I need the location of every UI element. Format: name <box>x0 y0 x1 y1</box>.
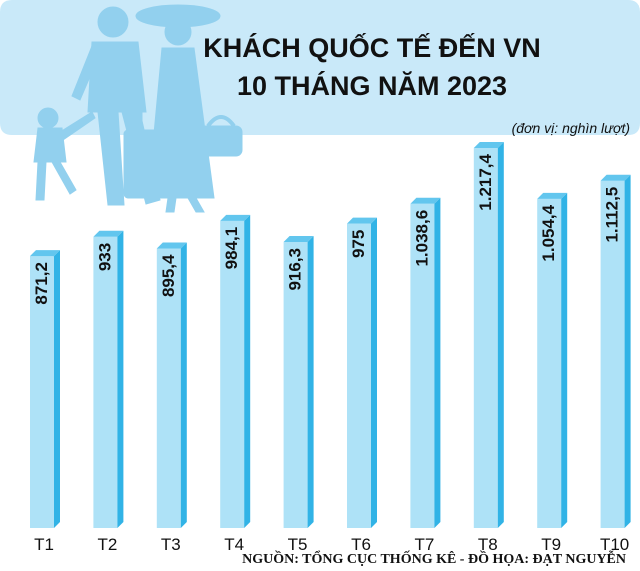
bar-side <box>117 230 124 528</box>
x-tick-label: T8 <box>478 535 498 554</box>
bar-front <box>600 180 625 529</box>
bar-front <box>283 241 308 529</box>
bar-T8: 1.217,4 <box>473 142 504 528</box>
bars-group: 871,2 933 895,4 984,1 916,3 975 1.038,6 1.217,4… <box>30 142 631 529</box>
woman-legs <box>165 197 205 213</box>
bar-value-label: 871,2 <box>32 262 51 305</box>
child-head <box>37 107 59 129</box>
bar-top <box>537 192 568 199</box>
x-tick-label: T3 <box>161 535 181 554</box>
bar-front <box>93 236 118 528</box>
unit-note: (đơn vị: nghìn lượt) <box>512 120 630 136</box>
bar-value-label: 933 <box>95 243 114 271</box>
x-tick-label: T9 <box>541 535 561 554</box>
bar-front <box>30 256 54 528</box>
bar-front <box>347 223 371 528</box>
handbag <box>199 125 243 157</box>
bar-side <box>371 217 377 528</box>
x-axis-ticks: T1 T2 T3 T4 T5 T6 T7 T8 T9 T10 <box>34 535 629 554</box>
bar-top <box>473 142 504 148</box>
bar-front <box>410 203 435 529</box>
man-torso <box>87 41 147 113</box>
bar-T3: 895,4 <box>156 242 187 528</box>
bar-side <box>54 250 60 528</box>
x-tick-label: T6 <box>351 535 371 554</box>
bar-top <box>600 174 631 181</box>
bar-side <box>434 197 441 529</box>
bar-T1: 871,2 <box>30 250 60 528</box>
bar-value-label: 984,1 <box>222 227 241 270</box>
bar-top <box>347 217 377 224</box>
bar-side <box>244 214 251 529</box>
bar-side <box>307 235 314 529</box>
bar-value-label: 1.112,5 <box>603 187 622 243</box>
bar-T9: 1.054,4 <box>537 192 568 529</box>
bar-value-label: 1.217,4 <box>476 153 495 210</box>
bar-T4: 984,1 <box>220 214 251 529</box>
bar-top <box>93 230 124 237</box>
x-tick-label: T5 <box>288 535 308 554</box>
x-tick-label: T4 <box>224 535 244 554</box>
bar-value-label: 975 <box>349 230 368 258</box>
bar-value-label: 1.054,4 <box>539 204 558 261</box>
child-arm <box>59 111 96 141</box>
bar-side <box>561 192 568 529</box>
bar-front <box>156 248 181 528</box>
x-tick-label: T2 <box>97 535 117 554</box>
x-tick-label: T7 <box>414 535 434 554</box>
bar-value-label: 916,3 <box>286 248 305 291</box>
bar-T7: 1.038,6 <box>410 197 441 529</box>
man-arm <box>71 44 99 101</box>
child-body <box>33 127 67 163</box>
bar-front <box>473 148 498 528</box>
bar-T6: 975 <box>347 217 377 528</box>
bar-side <box>180 242 187 528</box>
source-credit: NGUỒN: TỔNG CỤC THỐNG KÊ - ĐỒ HỌA: ĐẠT N… <box>242 549 626 567</box>
bar-T2: 933 <box>93 230 124 528</box>
travelers-illustration <box>33 4 243 213</box>
x-tick-label: T1 <box>34 535 54 554</box>
bar-top <box>30 250 60 257</box>
bar-value-label: 895,4 <box>159 254 178 297</box>
bar-side <box>624 174 631 529</box>
child-legs <box>35 161 77 201</box>
bar-top <box>410 197 441 204</box>
woman-head <box>164 18 192 46</box>
bar-top <box>156 242 187 249</box>
bar-side <box>497 142 504 528</box>
bar-T5: 916,3 <box>283 235 314 529</box>
x-tick-label: T10 <box>600 535 629 554</box>
bar-front <box>537 198 562 529</box>
man-head <box>97 6 129 38</box>
bar-top <box>283 235 314 242</box>
handbag-strap <box>206 115 236 128</box>
chart-title-line-2: 10 THÁNG NĂM 2023 <box>237 70 507 101</box>
bar-value-label: 1.038,6 <box>412 210 431 267</box>
suitcase-handle <box>136 111 143 133</box>
bar-front <box>220 220 245 529</box>
woman-dress <box>147 47 215 199</box>
bar-T10: 1.112,5 <box>600 174 631 529</box>
bar-top <box>220 214 251 221</box>
chart-title-line-1: KHÁCH QUỐC TẾ ĐẾN VN <box>203 31 541 63</box>
